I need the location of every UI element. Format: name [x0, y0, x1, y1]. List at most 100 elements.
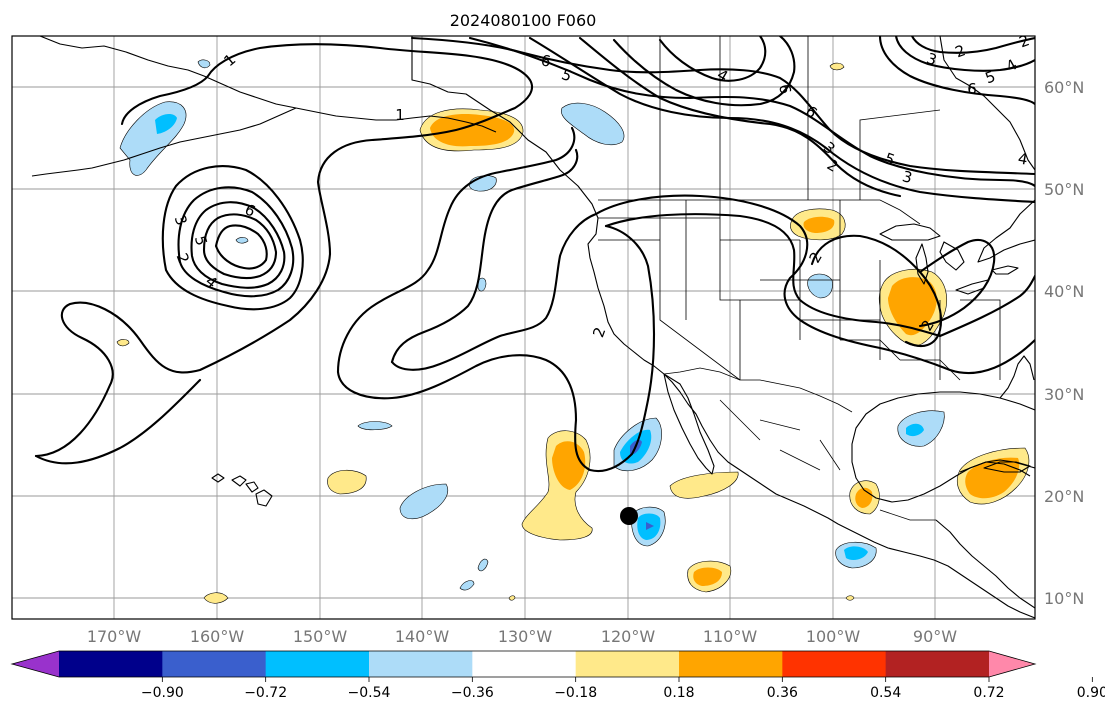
colorbar: −0.90 −0.72 −0.54 −0.36 −0.18 0.18 0.36 0.54 0.7… — [10, 650, 1105, 701]
contour-north-2 — [468, 36, 1035, 188]
longitude-label: 150°W — [293, 627, 348, 646]
island-cuba — [983, 461, 1031, 473]
longitude-label: 90°W — [913, 627, 957, 646]
contour-2-south — [336, 224, 656, 473]
coast-baja — [663, 373, 715, 475]
location-marker — [620, 507, 638, 525]
shade-blue-thin-2 — [459, 580, 475, 591]
longitude-label: 110°W — [703, 627, 758, 646]
shade-yellow-mexico-west — [669, 471, 739, 499]
contour-central-2 — [604, 213, 942, 338]
colorbar-segment — [575, 651, 680, 677]
colorbar-tick-label: −0.54 — [348, 685, 391, 701]
contours — [34, 36, 1035, 473]
contour-low-4 — [202, 213, 278, 280]
contour-central-1 — [594, 194, 1035, 375]
contour-low-1 — [161, 165, 304, 311]
island-hawaii-4 — [255, 489, 273, 507]
border-us-canada — [598, 199, 921, 225]
longitude-label: 170°W — [87, 627, 142, 646]
colorbar-tick-label: −0.72 — [244, 685, 287, 701]
colorbar-tick-label: 0.54 — [870, 685, 901, 701]
colorbar-segment — [369, 651, 473, 677]
contour-1-inner — [34, 378, 202, 465]
shade-yellow-150w — [327, 469, 367, 495]
border-states-west — [598, 200, 1001, 381]
coast-central-america — [935, 519, 1035, 609]
colorbar-segment — [472, 651, 577, 677]
contour-1-main — [34, 43, 534, 458]
shade-orange-bc — [430, 114, 515, 147]
contour-label: 1 — [395, 106, 405, 124]
coast-alaska-peninsula — [123, 107, 297, 161]
contour-ne-2 — [894, 36, 1035, 72]
longitude-label: 140°W — [395, 627, 450, 646]
island-hawaii-1 — [211, 473, 225, 483]
contour-label: 3 — [900, 167, 914, 187]
shade-blue-small-1 — [235, 237, 249, 244]
colorbar-tick-label: −0.36 — [451, 685, 494, 701]
shade-blue-thin-1 — [357, 421, 393, 431]
map-frame — [11, 35, 1036, 620]
coast-aleutians — [31, 159, 125, 177]
colorbar-segment — [885, 651, 990, 677]
coast-lake-michigan — [915, 243, 929, 285]
shade-blue-140w — [399, 483, 448, 520]
colorbar-tick-label: −0.18 — [554, 685, 597, 701]
contour-label: 6 — [540, 51, 553, 70]
border-mexico-states — [719, 399, 936, 521]
shade-orange-south — [693, 567, 722, 586]
border-us-mexico — [663, 367, 853, 413]
map-area: 1 1 6 6 5 4 3 2 6 5 4 3 2 2 2 6 3 5 2 4 — [11, 31, 1036, 620]
coast-florida — [999, 355, 1035, 399]
colorbar-segments — [12, 651, 1035, 677]
longitude-label: 130°W — [498, 627, 553, 646]
colorbar-extend-min — [12, 651, 59, 677]
colorbar-ticks: −0.90 −0.72 −0.54 −0.36 −0.18 0.18 0.36 0.54 0.7… — [141, 677, 1105, 701]
contour-3-south — [390, 212, 598, 371]
latitude-label: 40°N — [1044, 282, 1084, 301]
colorbar-tick-label: 0.18 — [663, 685, 694, 701]
contour-label: 6 — [775, 83, 794, 96]
colorbar-segment — [782, 651, 887, 677]
latitude-label: 50°N — [1044, 180, 1084, 199]
coastlines — [31, 36, 1035, 619]
shade-yellow-small-4 — [508, 595, 516, 601]
contour-label: 2 — [1017, 31, 1032, 51]
coast-lake-superior — [879, 223, 941, 241]
shade-orange-midwest — [888, 277, 937, 336]
colorbar-outline — [10, 650, 1037, 678]
contour-ne-3 — [910, 36, 1035, 54]
coast-lake-huron — [939, 241, 965, 271]
colorbar-segment — [679, 651, 783, 677]
shade-royalblue-marker — [646, 522, 654, 530]
shade-blue-small-2 — [197, 59, 211, 69]
latitude-label: 10°N — [1044, 589, 1084, 608]
contour-3-loop — [390, 148, 579, 364]
contour-label: 6 — [967, 80, 977, 98]
coast-alaska — [39, 36, 497, 133]
contour-2-loop — [336, 126, 576, 374]
shade-blue-thin-3 — [477, 558, 489, 572]
longitude-label: 100°W — [806, 627, 861, 646]
colorbar-segment — [59, 651, 163, 677]
colorbar-extend-max — [989, 651, 1035, 677]
contour-north-3 — [528, 36, 1035, 204]
contour-north-4 — [578, 36, 902, 198]
latitude-labels: 60°N 50°N 40°N 30°N 20°N 10°N — [1044, 78, 1084, 608]
shade-orange-yucatan — [965, 457, 1020, 499]
contour-ne-1 — [878, 36, 1035, 106]
colorbar-segment — [162, 651, 267, 677]
shade-yellow-small-1 — [203, 592, 229, 604]
island-hawaii-2 — [231, 475, 247, 487]
shade-cyan-alaska — [155, 114, 177, 134]
contour-label: 4 — [1017, 149, 1030, 168]
contour-east — [938, 274, 1035, 338]
contour-low-3 — [190, 201, 286, 289]
colorbar-tick-label: 0.72 — [973, 685, 1004, 701]
map-title: 2024080100 F060 — [450, 11, 597, 30]
longitude-label: 160°W — [190, 627, 245, 646]
longitude-label: 120°W — [601, 627, 656, 646]
shade-blue-small-3 — [477, 277, 487, 292]
